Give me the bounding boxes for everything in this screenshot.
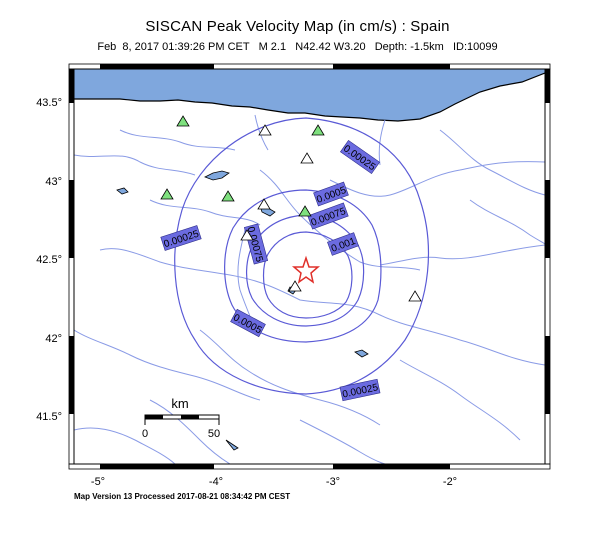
scale-start: 0 [142,428,148,440]
event-info: Feb 8, 2017 01:39:26 PM CET M 2.1 N42.42… [97,41,498,53]
map-frame [68,63,551,470]
reservoirs [116,170,369,451]
x-tick-label: -2° [443,476,457,488]
station-icon[interactable] [240,229,254,241]
sea-area [74,69,545,121]
x-tick-label: -3° [326,476,340,488]
station-active-icon[interactable] [311,124,325,136]
station-icon[interactable] [257,198,271,210]
map-version-footer: Map Version 13 Processed 2017-08-21 08:3… [74,492,291,501]
y-tick-label: 42.5° [36,254,62,266]
y-tick-label: 41.5° [36,411,62,423]
x-tick-label: -5° [91,476,105,488]
scale-bar [144,414,220,425]
x-axis-labels: -5° -4° -3° -2° [91,476,457,488]
station-active-icon[interactable] [176,115,190,127]
scale-end: 50 [208,428,220,440]
epicenter-star-icon[interactable] [291,255,321,284]
station-icon[interactable] [258,124,272,136]
y-tick-label: 43° [45,176,62,188]
x-tick-label: -4° [209,476,223,488]
station-active-icon[interactable] [221,190,235,202]
station-icon[interactable] [408,290,422,302]
station-active-icon[interactable] [298,205,312,217]
y-axis-labels: 43.5° 43° 42.5° 42° 41.5° [36,97,62,423]
scale-unit: km [171,396,188,411]
station-active-icon[interactable] [160,188,174,200]
station-icon[interactable] [300,152,314,164]
y-tick-label: 42° [45,333,62,345]
map-title: SISCAN Peak Velocity Map (in cm/s) : Spa… [145,18,450,35]
stations [160,115,422,302]
y-tick-label: 43.5° [36,97,62,109]
station-icon[interactable] [288,280,302,292]
